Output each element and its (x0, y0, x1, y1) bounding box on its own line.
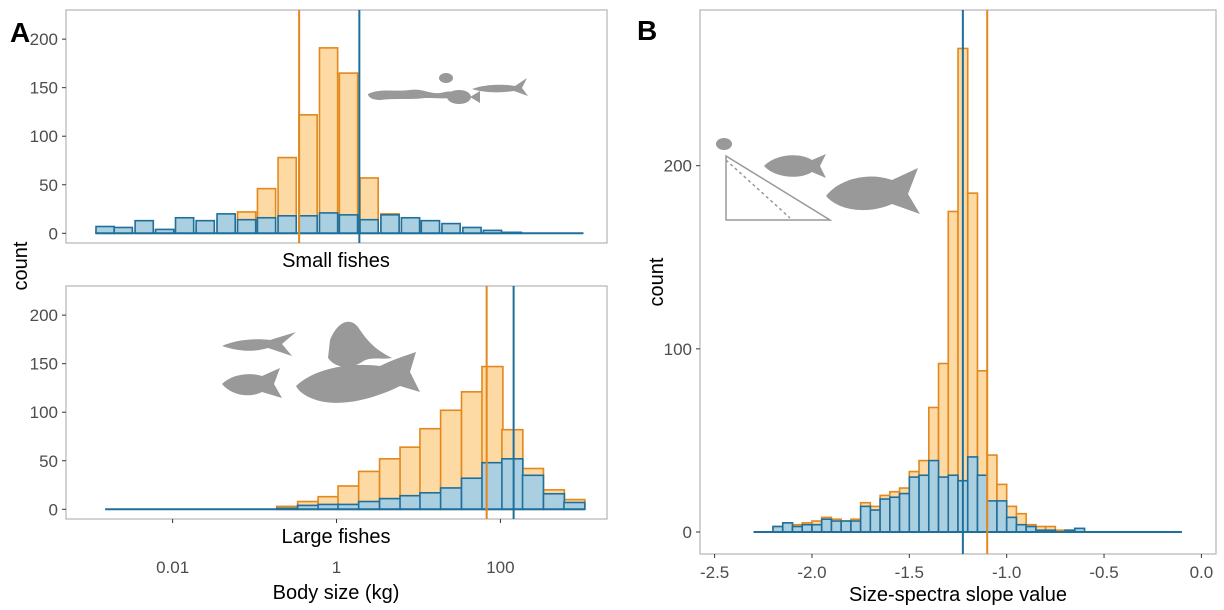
histogram-bar-blue (830, 520, 842, 533)
histogram-bar-blue (399, 494, 422, 511)
facet-title-small-fishes: Small fishes (282, 250, 390, 272)
y-tick-label: 0 (49, 500, 58, 519)
histogram-bar-blue (380, 214, 400, 235)
histogram-bar-blue (801, 523, 813, 533)
y-tick-label: 200 (664, 157, 692, 176)
histogram-bar-blue (889, 496, 901, 533)
histogram-bar-blue (236, 218, 257, 235)
histogram-bar-blue (966, 456, 979, 533)
histogram-bar-blue (419, 491, 442, 511)
histogram-bar-blue (439, 487, 463, 511)
histogram-bar-blue (359, 218, 379, 235)
histogram-bar-blue (1015, 523, 1027, 533)
x-tick-label: 0.0 (1190, 563, 1214, 582)
histogram-bar-blue (357, 500, 381, 511)
histogram-bar-blue (216, 213, 237, 235)
histogram-bar-blue (338, 214, 359, 235)
histogram-bar-blue (850, 520, 862, 533)
panel-letter-a: A (10, 17, 30, 48)
histogram-bar-blue (820, 518, 833, 533)
histogram-bar-blue (378, 497, 402, 511)
y-tick-label: 50 (39, 452, 58, 471)
y-tick-label: 100 (664, 340, 692, 359)
panel-a-large-y-ticks: 0 50 100 150 200 (30, 306, 66, 519)
panel-a-small-y-ticks: 0 50 100 150 200 (30, 30, 66, 243)
histogram-bar-orange (338, 72, 359, 235)
x-tick-label: -1.0 (992, 563, 1021, 582)
panel-b-x-ticks: -2.5 -2.0 -1.5 -1.0 -0.5 0.0 (700, 554, 1213, 582)
histogram-bar-blue (400, 216, 421, 235)
histogram-bar-blue (1005, 516, 1018, 533)
histogram-bar-blue (811, 523, 823, 533)
histogram-bar-blue (976, 474, 989, 533)
panel-letter-b: B (637, 15, 657, 46)
panel-a-small-bars (95, 47, 584, 235)
panel-a-large-fishes: 0 50 100 150 200 Large fishes 0.01 1 100 Body … (30, 285, 608, 604)
panel-b-x-axis-label: Size-spectra slope value (849, 584, 1067, 606)
x-tick-label: 100 (486, 558, 514, 577)
histogram-bar-blue (937, 476, 950, 533)
panel-b-slope-histogram: 0 100 200 -2.5 -2.0 -1.5 -1.0 -0.5 0.0 Size-spe… (664, 9, 1217, 606)
histogram-bar-blue (256, 216, 277, 235)
histogram-bar-blue (441, 222, 461, 235)
histogram-bar-blue (481, 461, 504, 511)
histogram-bar-blue (521, 474, 545, 511)
y-tick-label: 0 (683, 523, 692, 542)
histogram-bar-blue (898, 492, 911, 533)
histogram-bar-blue (542, 492, 566, 511)
panel-a-y-axis-label: count (10, 241, 32, 290)
histogram-bar-blue (908, 476, 920, 533)
y-tick-label: 200 (30, 306, 58, 325)
panel-b-y-axis-label: count (646, 257, 668, 306)
panel-a-x-ticks: 0.01 1 100 (156, 519, 515, 577)
y-tick-label: 200 (30, 30, 58, 49)
histogram-bar-blue (195, 219, 216, 235)
histogram-bar-blue (986, 500, 998, 533)
histogram-bar-blue (95, 225, 115, 235)
x-tick-label: -1.5 (895, 563, 924, 582)
x-tick-label: 1 (332, 558, 341, 577)
histogram-bar-blue (277, 215, 298, 235)
histogram-bar-blue (318, 212, 339, 235)
histogram-bar-blue (869, 509, 881, 533)
x-tick-label: 0.01 (156, 558, 189, 577)
y-tick-label: 150 (30, 79, 58, 98)
histogram-bar-blue (918, 474, 930, 533)
x-tick-label: -2.0 (797, 563, 826, 582)
x-tick-label: -0.5 (1089, 563, 1118, 582)
small-fish-silhouettes-icon (368, 73, 528, 104)
panel-a-large-vlines (485, 286, 515, 519)
histogram-bar-blue (859, 505, 872, 533)
histogram-bar-blue (781, 522, 794, 533)
panel-a-small-vlines (298, 10, 361, 243)
histogram-bar-blue (996, 500, 1008, 533)
panel-b-y-ticks: 0 100 200 (664, 157, 700, 542)
size-spectrum-triangle-icon (716, 138, 920, 221)
histogram-bar-blue (947, 474, 959, 533)
y-tick-label: 100 (30, 403, 58, 422)
panel-a-x-axis-label: Body size (kg) (273, 582, 400, 604)
panel-a-small-fishes: 0 50 100 150 200 Small fishes (30, 9, 608, 272)
y-tick-label: 50 (39, 176, 58, 195)
panel-b-bars (753, 47, 1182, 534)
panel-b-vlines (961, 10, 989, 554)
histogram-bar-blue (174, 216, 195, 235)
histogram-bar-blue (460, 477, 484, 511)
histogram-bar-blue (879, 498, 891, 533)
x-tick-label: -2.5 (700, 563, 729, 582)
y-tick-label: 0 (49, 224, 58, 243)
y-tick-label: 100 (30, 127, 58, 146)
histogram-bar-blue (134, 219, 155, 235)
histogram-bar-blue (420, 219, 441, 235)
large-fish-silhouettes-icon (222, 321, 420, 403)
facet-title-large-fishes: Large fishes (282, 526, 391, 548)
histogram-bar-blue (298, 215, 318, 235)
histogram-bar-blue (840, 520, 852, 533)
histogram-bar-blue (501, 458, 524, 511)
histogram-bar-blue (927, 459, 940, 533)
histogram-bar-orange (318, 47, 339, 235)
y-tick-label: 150 (30, 355, 58, 374)
histogram-bar-blue (563, 501, 586, 511)
